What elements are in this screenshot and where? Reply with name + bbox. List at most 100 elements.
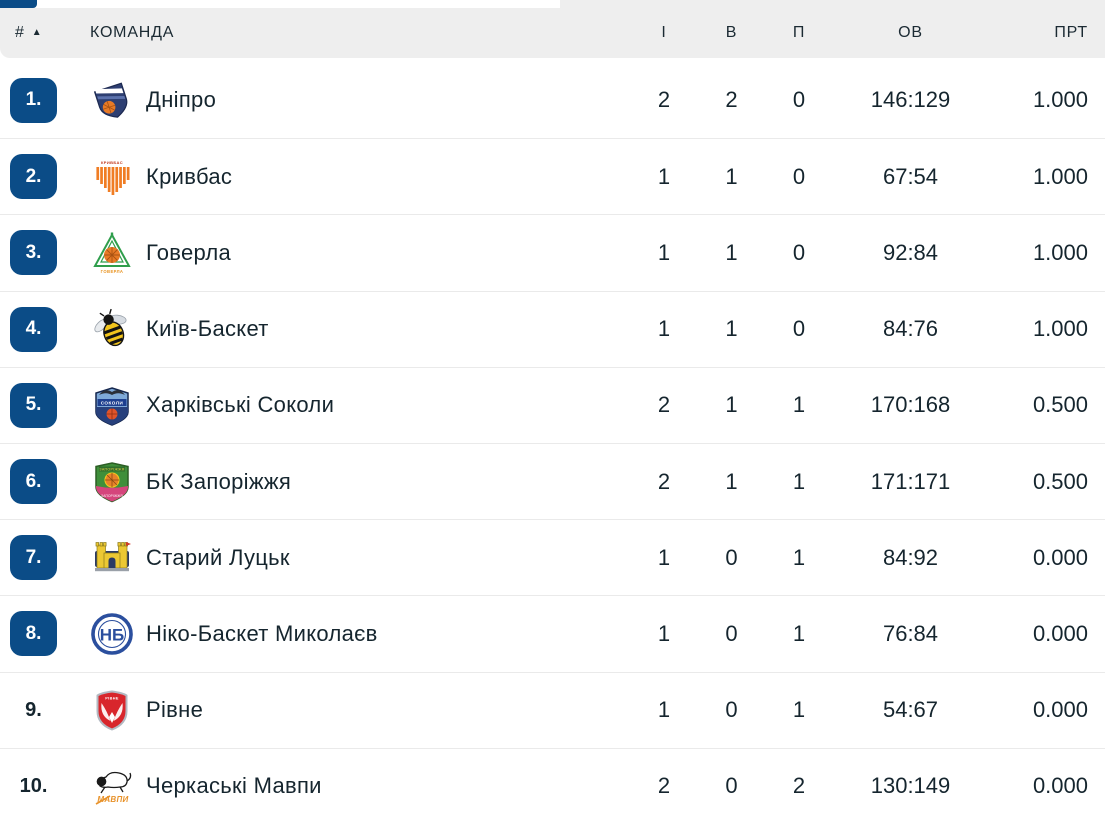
losses-value: 0	[792, 163, 806, 189]
points-value: 67:54	[882, 163, 939, 189]
header-rank-label: #	[15, 24, 25, 41]
table-row[interactable]: 4. Київ-Баскет 1 1 0 84:76 1.000	[0, 290, 1105, 367]
losses-value: 1	[792, 620, 806, 646]
games-value: 1	[657, 697, 671, 723]
header-games-label: І	[661, 24, 667, 41]
logo-cell	[78, 383, 146, 427]
logo-cell	[78, 307, 146, 351]
header-rank[interactable]: # ▲	[0, 24, 78, 42]
rank-cell: 6.	[0, 459, 78, 505]
zaporizhzhia-logo-icon	[90, 460, 134, 504]
niko-basket-logo-icon	[90, 612, 134, 656]
team-name: БК Запоріжжя	[146, 468, 292, 494]
header-points[interactable]: ОВ	[833, 24, 988, 42]
logo-cell	[78, 688, 146, 732]
header-games[interactable]: І	[630, 24, 698, 42]
rank-cell: 9.	[0, 688, 78, 733]
mavpy-logo-icon	[90, 764, 134, 808]
logo-cell	[78, 78, 146, 122]
points-value: 170:168	[870, 392, 951, 418]
rank-cell: 2.	[0, 154, 78, 200]
rank-cell: 10.	[0, 764, 78, 809]
rank-cell: 7.	[0, 535, 78, 581]
hoverla-logo-icon	[90, 231, 134, 275]
header-wins[interactable]: В	[698, 24, 765, 42]
kryvbas-logo-icon	[90, 155, 134, 199]
team-name: Старий Луцьк	[146, 544, 290, 570]
rank-badge: 1.	[10, 77, 57, 123]
topbar	[0, 0, 1105, 8]
points-value: 92:84	[882, 239, 939, 265]
rank-badge: 3.	[10, 230, 57, 276]
points-value: 76:84	[882, 620, 939, 646]
pct-value: 1.000	[1032, 163, 1088, 189]
table-row[interactable]: 7. Старий Луцьк 1 0 1 84:92 0.000	[0, 519, 1105, 596]
topbar-gray-segment	[560, 0, 1105, 8]
games-value: 2	[657, 773, 671, 799]
rank-cell: 3.	[0, 230, 78, 276]
losses-value: 1	[792, 392, 806, 418]
pct-value: 1.000	[1032, 316, 1088, 342]
table-row[interactable]: 9. Рівне 1 0 1 54:67 0.000	[0, 671, 1105, 748]
active-tab-remnant	[0, 0, 37, 8]
rank-badge: 8.	[10, 611, 57, 657]
points-value: 84:92	[882, 544, 939, 570]
games-value: 1	[657, 544, 671, 570]
losses-value: 1	[792, 544, 806, 570]
table-row[interactable]: 5. Харківські Соколи 2 1 1 170:168 0.500	[0, 366, 1105, 443]
pct-value: 0.500	[1032, 392, 1088, 418]
rank-badge: 9.	[25, 698, 42, 721]
pct-value: 1.000	[1032, 87, 1088, 113]
rank-cell: 8.	[0, 611, 78, 657]
header-losses-label: П	[792, 24, 806, 41]
losses-value: 1	[792, 468, 806, 494]
losses-value: 0	[792, 239, 806, 265]
points-value: 130:149	[870, 773, 951, 799]
pct-value: 0.500	[1032, 468, 1088, 494]
points-value: 146:129	[870, 87, 951, 113]
games-value: 1	[657, 316, 671, 342]
games-value: 2	[657, 392, 671, 418]
rank-cell: 5.	[0, 382, 78, 428]
logo-cell	[78, 612, 146, 656]
rank-badge: 7.	[10, 535, 57, 581]
team-name: Київ-Баскет	[146, 316, 269, 342]
wins-value: 1	[725, 239, 738, 265]
wins-value: 0	[725, 544, 738, 570]
rank-cell: 1.	[0, 77, 78, 123]
pct-value: 0.000	[1032, 544, 1088, 570]
header-team[interactable]: КОМАНДА	[78, 24, 630, 42]
team-name: Черкаські Мавпи	[146, 773, 322, 799]
points-value: 54:67	[882, 697, 939, 723]
points-value: 171:171	[870, 468, 951, 494]
header-points-label: ОВ	[898, 24, 923, 41]
rank-badge: 6.	[10, 459, 57, 505]
sort-up-triangle-icon: ▲	[31, 27, 43, 38]
pct-value: 1.000	[1032, 239, 1088, 265]
team-name: Ніко-Баскет Миколаєв	[146, 620, 378, 646]
games-value: 1	[657, 163, 671, 189]
header-pct-label: ПРТ	[1054, 24, 1088, 41]
wins-value: 1	[725, 392, 738, 418]
table-row[interactable]: 10. Черкаські Мавпи 2 0 2 130:149 0.000	[0, 747, 1105, 824]
team-name: Харківські Соколи	[146, 392, 335, 418]
rivne-logo-icon	[90, 688, 134, 732]
header-pct[interactable]: ПРТ	[988, 24, 1105, 42]
table-row[interactable]: 8. Ніко-Баскет Миколаєв 1 0 1 76:84 0.00…	[0, 595, 1105, 672]
lutsk-logo-icon	[90, 536, 134, 580]
team-name: Дніпро	[146, 87, 217, 113]
wins-value: 1	[725, 468, 738, 494]
header-losses[interactable]: П	[765, 24, 833, 42]
table-row[interactable]: 1. Дніпро 2 2 0 146:129 1.000	[0, 62, 1105, 139]
kyiv-basket-logo-icon	[90, 307, 134, 351]
wins-value: 0	[725, 620, 738, 646]
wins-value: 1	[725, 316, 738, 342]
rank-badge: 2.	[10, 154, 57, 200]
games-value: 2	[657, 468, 671, 494]
table-row[interactable]: 6. БК Запоріжжя 2 1 1 171:171 0.500	[0, 442, 1105, 520]
team-name: Говерла	[146, 239, 232, 265]
logo-cell	[78, 231, 146, 275]
table-row[interactable]: 2. Кривбас 1 1 0 67:54 1.000	[0, 138, 1105, 215]
table-row[interactable]: 3. Говерла 1 1 0 92:84 1.000	[0, 214, 1105, 291]
table-body: 1. Дніпро 2 2 0 146:129 1.000 2. Кривбас…	[0, 58, 1105, 824]
